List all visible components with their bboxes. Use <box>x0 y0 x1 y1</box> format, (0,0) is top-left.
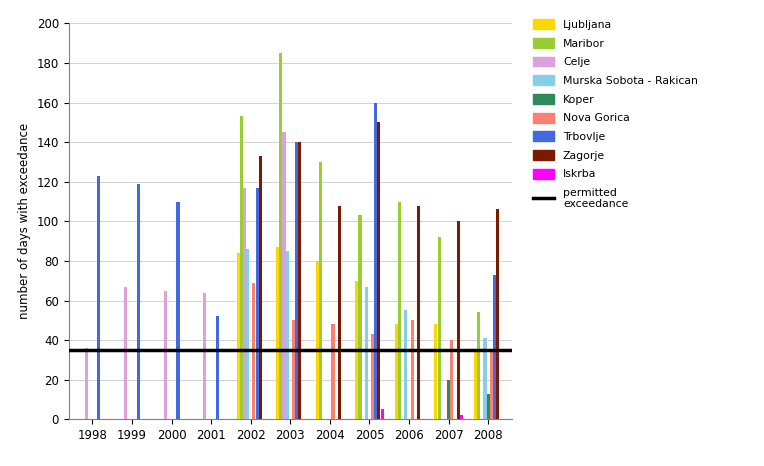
Bar <box>355 281 358 419</box>
Bar <box>163 291 167 419</box>
Bar <box>216 316 219 419</box>
Bar <box>417 206 420 419</box>
Bar <box>137 184 140 419</box>
Bar <box>295 142 298 419</box>
Bar <box>203 293 206 419</box>
Bar <box>97 176 100 419</box>
Bar <box>374 103 377 419</box>
Bar <box>338 206 341 419</box>
Bar <box>450 340 453 419</box>
Bar <box>377 122 380 419</box>
Bar <box>477 312 481 419</box>
Bar <box>487 394 490 419</box>
Bar <box>259 156 262 419</box>
Bar <box>276 247 279 419</box>
Bar <box>237 253 240 419</box>
Bar <box>435 324 438 419</box>
Bar <box>125 287 128 419</box>
Bar <box>283 132 286 419</box>
Bar <box>371 334 374 419</box>
Bar <box>404 310 407 419</box>
Bar <box>460 416 463 419</box>
Bar <box>493 275 496 419</box>
Bar <box>240 116 243 419</box>
Bar <box>474 350 477 419</box>
Bar <box>246 249 249 419</box>
Bar <box>457 221 460 419</box>
Bar <box>364 287 367 419</box>
Bar <box>243 188 246 419</box>
Bar <box>255 188 259 419</box>
Bar <box>484 338 487 419</box>
Bar <box>252 283 255 419</box>
Bar <box>332 324 335 419</box>
Bar <box>447 380 450 419</box>
Bar <box>316 261 319 419</box>
Bar <box>496 210 499 419</box>
Bar <box>85 348 88 419</box>
Bar <box>292 321 295 419</box>
Bar <box>280 53 283 419</box>
Bar <box>298 142 301 419</box>
Bar <box>398 201 401 419</box>
Bar <box>319 162 322 419</box>
Bar <box>286 251 289 419</box>
Bar <box>395 324 398 419</box>
Bar <box>358 215 361 419</box>
Y-axis label: number of days with exceedance: number of days with exceedance <box>18 123 31 319</box>
Bar <box>380 410 384 419</box>
Bar <box>438 237 441 419</box>
Bar <box>490 350 493 419</box>
Bar <box>410 321 414 419</box>
Legend: Ljubljana, Maribor, Celje, Murska Sobota - Rakican, Koper, Nova Gorica, Trbovlje: Ljubljana, Maribor, Celje, Murska Sobota… <box>533 20 698 209</box>
Bar <box>176 201 180 419</box>
